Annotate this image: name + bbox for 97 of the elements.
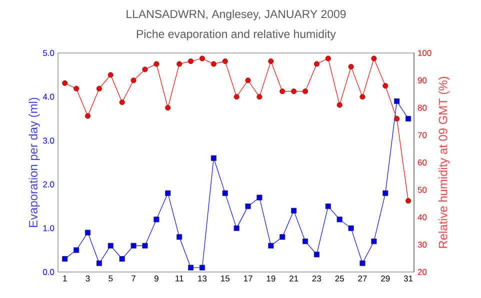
point <box>371 238 377 244</box>
y-axis-title: Evaporation per day (ml) <box>28 98 40 227</box>
y-tick-label: 5.0 <box>43 50 54 56</box>
point <box>142 242 148 249</box>
point <box>291 88 297 94</box>
point <box>119 256 125 262</box>
point <box>280 234 286 240</box>
point <box>62 80 68 86</box>
point <box>84 113 91 119</box>
point <box>405 116 412 122</box>
x-tick-label: 17 <box>244 276 252 282</box>
y-tick-label: 0.0 <box>43 269 54 275</box>
point <box>280 88 286 94</box>
x-tick-label: 1 <box>63 276 67 282</box>
point <box>314 252 320 258</box>
point <box>382 83 388 89</box>
x-tick-label: 29 <box>381 276 390 282</box>
x-tick-label: 31 <box>404 276 413 282</box>
y2-tick-label: 90 <box>418 77 427 84</box>
point <box>74 86 80 92</box>
point <box>210 155 216 161</box>
point <box>176 61 182 67</box>
y2-tick-label: 80 <box>418 104 427 111</box>
x-tick-label: 23 <box>312 276 322 282</box>
point <box>154 216 160 222</box>
y2-tick-label: 60 <box>418 160 427 166</box>
point <box>96 260 102 266</box>
point <box>382 190 388 196</box>
point <box>96 86 102 92</box>
point <box>394 98 400 104</box>
x-tick-label: 11 <box>176 276 184 282</box>
y-tick-label: 3.0 <box>43 138 54 144</box>
point <box>74 247 80 253</box>
y-tick-label: 1.0 <box>43 225 54 232</box>
y2-tick-label: 30 <box>418 242 427 248</box>
point <box>405 198 412 204</box>
point <box>268 58 274 64</box>
point <box>199 264 206 270</box>
point <box>62 256 68 262</box>
y2-axis-title: Relative humidity at 09 GMT (%) <box>438 76 450 248</box>
point <box>291 208 297 214</box>
y2-tick-label: 100 <box>418 50 432 56</box>
point <box>199 56 206 62</box>
y2-tick-label: 20 <box>418 269 427 275</box>
point <box>348 64 354 70</box>
point <box>130 242 136 249</box>
x-tick-label: 9 <box>154 276 158 282</box>
chart-subtitle: Piche evaporation and relative humidity <box>136 30 336 40</box>
point <box>336 216 342 222</box>
y-tick-label: 2.0 <box>43 181 54 188</box>
point <box>142 66 148 72</box>
x-tick-label: 21 <box>290 276 298 282</box>
point <box>314 61 320 67</box>
point <box>188 264 194 270</box>
point <box>84 230 91 236</box>
x-tick-label: 13 <box>198 276 207 282</box>
y2-tick-label: 70 <box>418 132 427 138</box>
point <box>222 58 228 64</box>
point <box>210 61 216 67</box>
point <box>154 61 160 67</box>
point <box>222 190 228 196</box>
point <box>325 204 331 210</box>
x-tick-label: 5 <box>108 276 113 282</box>
point <box>165 190 171 196</box>
point <box>302 238 308 244</box>
x-tick-label: 25 <box>335 276 344 282</box>
y2-tick-label: 40 <box>418 214 427 220</box>
point <box>188 58 194 64</box>
point <box>165 104 171 111</box>
point <box>348 225 354 231</box>
x-tick-label: 3 <box>86 276 90 282</box>
point <box>394 116 400 122</box>
point <box>360 94 366 100</box>
point <box>336 102 342 108</box>
point <box>256 94 262 100</box>
point <box>108 242 114 249</box>
point <box>245 204 251 210</box>
point <box>268 242 274 249</box>
point <box>302 88 308 94</box>
y2-tick-label: 50 <box>418 186 427 193</box>
chart-title: LLANSADWRN, Anglesey, JANUARY 2009 <box>126 10 346 20</box>
point <box>256 194 262 200</box>
point <box>325 56 331 62</box>
x-tick-label: 7 <box>132 276 136 282</box>
point <box>371 56 377 62</box>
point <box>119 99 125 106</box>
x-tick-label: 15 <box>221 276 230 282</box>
point <box>108 72 114 78</box>
y-tick-label: 4.0 <box>42 94 54 100</box>
x-tick-label: 27 <box>358 276 367 282</box>
x-tick-label: 19 <box>266 276 276 282</box>
point <box>245 78 251 84</box>
point <box>360 260 366 266</box>
point <box>234 94 240 100</box>
point <box>176 234 182 240</box>
point <box>234 225 240 231</box>
point <box>130 78 136 84</box>
